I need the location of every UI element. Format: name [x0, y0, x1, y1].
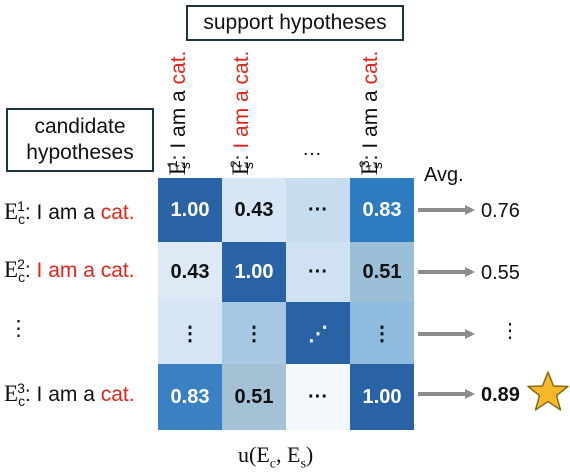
matrix-cell-r3-c3: ⋰: [286, 302, 350, 364]
candidate-label-line2: hypotheses: [26, 141, 134, 164]
matrix-cell-r1-c3: ···: [286, 178, 350, 242]
avg-value-dots: ⋮: [500, 320, 520, 342]
support-hypotheses-label: support hypotheses: [203, 11, 387, 34]
matrix-cell-r2-c4: 0.51: [350, 242, 414, 302]
avg-value-2: 0.55: [481, 262, 520, 284]
avg-value-1: 0.76: [481, 200, 520, 222]
avg-value-4: 0.89: [481, 384, 520, 406]
row-label-3: Ec3: I am a cat.: [4, 380, 135, 410]
similarity-matrix: 1.00 0.43 ··· 0.83 0.43 1.00 ··· 0.51 ⋮ ⋮ ⋰ ⋮ 0.83 0.…: [158, 178, 414, 430]
star-icon: [527, 371, 569, 411]
matrix-cell-r2-c3: ···: [286, 242, 350, 302]
avg-header: Avg.: [424, 164, 464, 186]
support-hypotheses-box: support hypotheses: [186, 5, 404, 41]
matrix-cell-r4-c1: 0.83: [158, 364, 222, 430]
row-label-2: Ec2: I am a cat.: [4, 256, 135, 286]
matrix-cell-r3-c1: ⋮: [158, 302, 222, 364]
candidate-hypotheses-box: candidate hypotheses: [6, 108, 154, 172]
row-label-1: Ec1: I am a cat.: [4, 198, 135, 228]
row-label-dots: ⋮: [8, 317, 29, 340]
matrix-cell-r3-c2: ⋮: [222, 302, 286, 364]
candidate-label-line1: candidate: [34, 115, 126, 138]
matrix-cell-r2-c2: 1.00: [222, 242, 286, 302]
column-header-3: Es3: I am a cat.: [355, 50, 385, 176]
matrix-cell-r2-c1: 0.43: [158, 242, 222, 302]
matrix-cell-r1-c1: 1.00: [158, 178, 222, 242]
matrix-cell-r1-c4: 0.83: [350, 178, 414, 242]
column-header-2: Es2: I am a cat.: [226, 50, 256, 176]
column-header-1: Es1: I am a cat.: [163, 50, 193, 176]
matrix-cell-r1-c2: 0.43: [222, 178, 286, 242]
utility-caption: u(Ec, Es): [238, 442, 314, 472]
matrix-cell-r4-c3: ···: [286, 364, 350, 430]
column-header-dots: …: [302, 138, 322, 160]
matrix-cell-r4-c2: 0.51: [222, 364, 286, 430]
matrix-cell-r3-c4: ⋮: [350, 302, 414, 364]
matrix-cell-r4-c4: 1.00: [350, 364, 414, 430]
